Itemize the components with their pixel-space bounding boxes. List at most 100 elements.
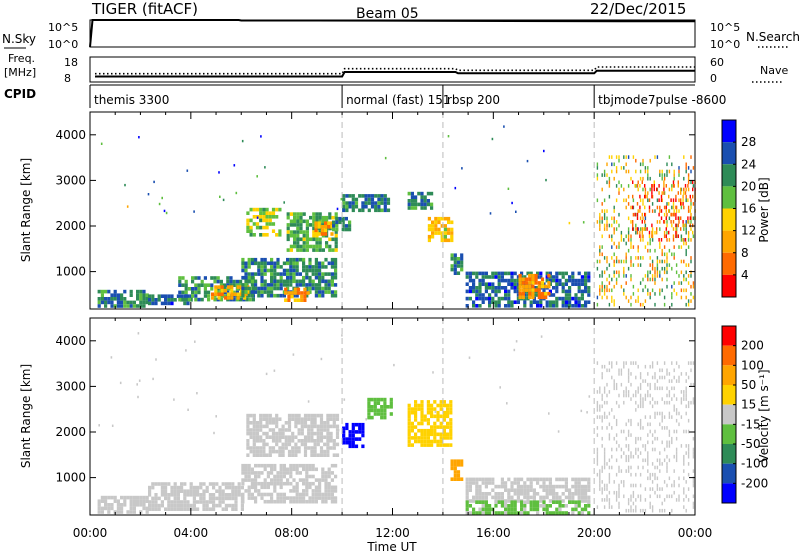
data-cell bbox=[439, 400, 443, 404]
data-cell bbox=[241, 257, 245, 262]
data-cell bbox=[646, 194, 648, 199]
data-cell bbox=[636, 230, 639, 235]
data-cell bbox=[678, 422, 680, 427]
data-cell bbox=[229, 283, 233, 287]
data-cell bbox=[587, 286, 591, 290]
data-cell bbox=[247, 463, 251, 468]
data-cell bbox=[613, 259, 615, 264]
data-cell bbox=[447, 231, 451, 235]
data-cell bbox=[249, 207, 253, 212]
data-cell bbox=[484, 484, 488, 489]
data-cell bbox=[540, 281, 545, 285]
data-cell bbox=[262, 211, 266, 215]
data-cell bbox=[312, 237, 316, 242]
data-cell bbox=[507, 300, 511, 304]
data-cell bbox=[374, 204, 378, 209]
data-cell bbox=[615, 472, 618, 477]
data-cell bbox=[596, 408, 599, 412]
data-cell bbox=[221, 493, 225, 497]
data-cell bbox=[568, 495, 572, 500]
data-cell bbox=[656, 155, 659, 159]
data-cell bbox=[250, 283, 254, 287]
data-cell bbox=[292, 499, 296, 504]
data-cell bbox=[321, 265, 325, 269]
data-cell bbox=[656, 379, 659, 383]
data-cell bbox=[270, 293, 274, 298]
data-cell bbox=[120, 510, 124, 514]
data-cell bbox=[692, 480, 695, 484]
data-cell bbox=[273, 265, 277, 269]
data-cell bbox=[257, 272, 261, 276]
data-cell bbox=[247, 478, 251, 482]
data-cell bbox=[599, 472, 601, 477]
data-cell bbox=[651, 194, 653, 199]
data-cell bbox=[298, 496, 302, 500]
data-cell bbox=[587, 477, 591, 482]
data-cell bbox=[510, 484, 514, 489]
data-cell bbox=[685, 288, 687, 293]
data-cell bbox=[446, 436, 450, 440]
data-cell bbox=[330, 293, 334, 298]
data-cell bbox=[618, 191, 620, 195]
data-cell bbox=[555, 271, 559, 276]
freq-strip: Freq. [MHz] 18 8 60 0 Nave bbox=[4, 52, 788, 85]
data-cell bbox=[504, 296, 508, 301]
data-cell bbox=[497, 492, 501, 496]
data-cell bbox=[414, 410, 418, 415]
data-cell bbox=[580, 511, 584, 515]
data-cell bbox=[299, 248, 303, 252]
data-cell bbox=[528, 273, 532, 278]
data-cell bbox=[654, 155, 656, 159]
data-cell bbox=[545, 484, 549, 489]
data-cell bbox=[370, 201, 375, 205]
data-cell bbox=[323, 435, 327, 439]
data-cell bbox=[641, 234, 643, 238]
data-cell bbox=[284, 287, 288, 292]
data-cell bbox=[287, 424, 292, 429]
data-cell bbox=[465, 504, 469, 508]
data-cell bbox=[410, 425, 414, 429]
nsky-series-line bbox=[89, 19, 695, 48]
colorbar-swatch bbox=[722, 208, 736, 231]
data-cell bbox=[221, 500, 225, 504]
data-cell bbox=[189, 485, 193, 490]
data-cell bbox=[276, 481, 280, 486]
data-cell bbox=[215, 482, 219, 486]
data-cell bbox=[660, 198, 663, 202]
data-cell bbox=[244, 279, 248, 284]
data-cell bbox=[216, 290, 220, 295]
data-cell bbox=[266, 481, 270, 486]
data-cell bbox=[620, 238, 623, 242]
data-cell bbox=[279, 481, 283, 486]
data-cell bbox=[468, 477, 472, 482]
data-cell bbox=[186, 489, 190, 493]
data-cell bbox=[548, 300, 552, 304]
data-cell bbox=[326, 446, 330, 450]
data-cell bbox=[139, 495, 143, 500]
data-cell bbox=[417, 191, 421, 196]
data-cell bbox=[307, 413, 311, 418]
data-cell bbox=[252, 431, 256, 436]
data-cell bbox=[252, 421, 256, 425]
data-cell bbox=[620, 259, 623, 264]
data-cell bbox=[623, 429, 625, 434]
data-cell bbox=[580, 304, 584, 308]
speckle-cell bbox=[586, 411, 588, 414]
data-cell bbox=[625, 444, 627, 448]
data-cell bbox=[334, 241, 338, 245]
data-cell bbox=[247, 293, 251, 298]
data-cell bbox=[611, 408, 613, 412]
data-cell bbox=[100, 506, 104, 511]
beam-label: Beam 05 bbox=[356, 6, 419, 22]
data-cell bbox=[692, 436, 695, 441]
data-cell bbox=[625, 241, 627, 246]
speckle-cell bbox=[515, 210, 517, 213]
data-cell bbox=[580, 278, 584, 283]
data-cell bbox=[279, 471, 283, 475]
data-cell bbox=[532, 488, 536, 492]
data-cell bbox=[318, 244, 322, 249]
data-cell bbox=[627, 458, 630, 463]
data-cell bbox=[649, 238, 651, 242]
data-cell bbox=[642, 400, 644, 405]
data-cell bbox=[494, 286, 498, 290]
